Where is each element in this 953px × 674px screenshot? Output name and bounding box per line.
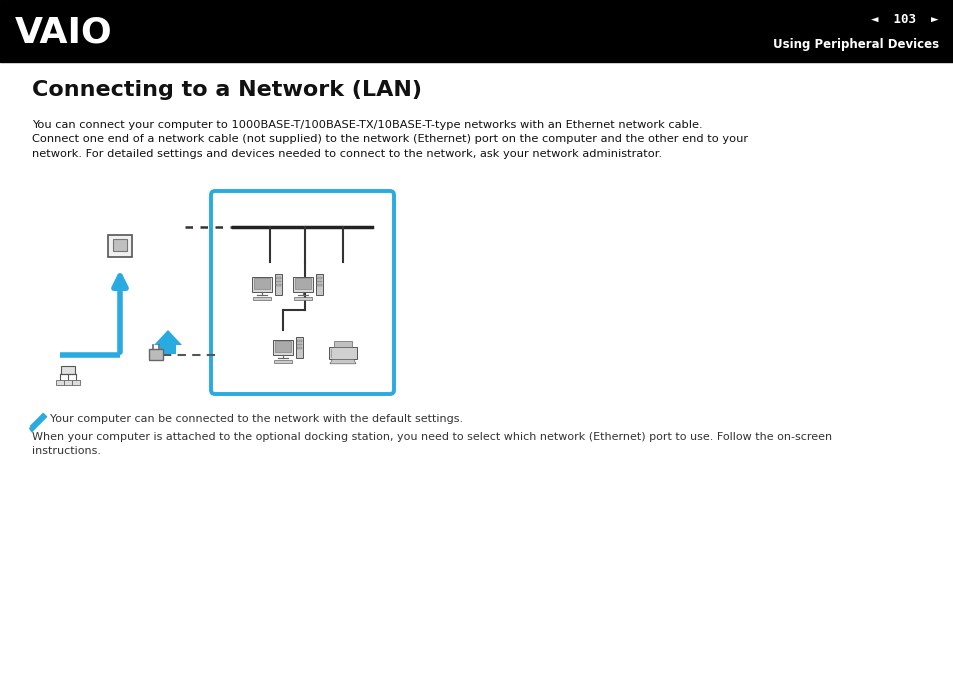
Bar bbox=[275, 284, 281, 286]
Bar bbox=[274, 274, 282, 295]
Text: ◄  103  ►: ◄ 103 ► bbox=[871, 13, 938, 26]
Bar bbox=[61, 366, 75, 374]
Text: You can connect your computer to 1000BASE-T/100BASE-TX/10BASE-T-type networks wi: You can connect your computer to 1000BAS… bbox=[32, 120, 747, 159]
Bar bbox=[64, 380, 71, 385]
Bar bbox=[293, 276, 313, 293]
FancyBboxPatch shape bbox=[211, 191, 394, 394]
Bar bbox=[296, 344, 302, 345]
Text: Using Peripheral Devices: Using Peripheral Devices bbox=[772, 38, 938, 51]
Bar bbox=[0, 0, 953, 62]
Bar bbox=[71, 380, 80, 385]
Bar bbox=[274, 360, 292, 363]
Bar bbox=[252, 276, 272, 293]
Polygon shape bbox=[30, 413, 47, 430]
Bar bbox=[296, 348, 302, 349]
Bar bbox=[56, 380, 64, 385]
Text: VAIO: VAIO bbox=[15, 16, 112, 49]
Text: When your computer is attached to the optional docking station, you need to sele: When your computer is attached to the op… bbox=[32, 432, 831, 456]
Bar bbox=[275, 281, 281, 282]
Bar bbox=[108, 235, 132, 257]
Polygon shape bbox=[30, 428, 34, 432]
Bar bbox=[295, 338, 303, 357]
Bar bbox=[329, 346, 356, 359]
Bar bbox=[273, 340, 293, 355]
Bar bbox=[253, 278, 270, 290]
Bar bbox=[294, 278, 311, 290]
Bar bbox=[294, 297, 312, 301]
Bar bbox=[334, 341, 352, 346]
Text: Connecting to a Network (LAN): Connecting to a Network (LAN) bbox=[32, 80, 421, 100]
Bar bbox=[274, 341, 291, 353]
Bar bbox=[316, 277, 322, 278]
Bar bbox=[315, 274, 323, 295]
Bar bbox=[253, 297, 271, 301]
Bar bbox=[275, 277, 281, 278]
Bar bbox=[316, 281, 322, 282]
Polygon shape bbox=[153, 330, 182, 354]
Bar bbox=[296, 340, 302, 342]
Text: Your computer can be connected to the network with the default settings.: Your computer can be connected to the ne… bbox=[50, 414, 462, 424]
Bar bbox=[149, 349, 163, 360]
Bar bbox=[112, 239, 127, 251]
Polygon shape bbox=[330, 359, 355, 364]
Bar bbox=[316, 284, 322, 286]
